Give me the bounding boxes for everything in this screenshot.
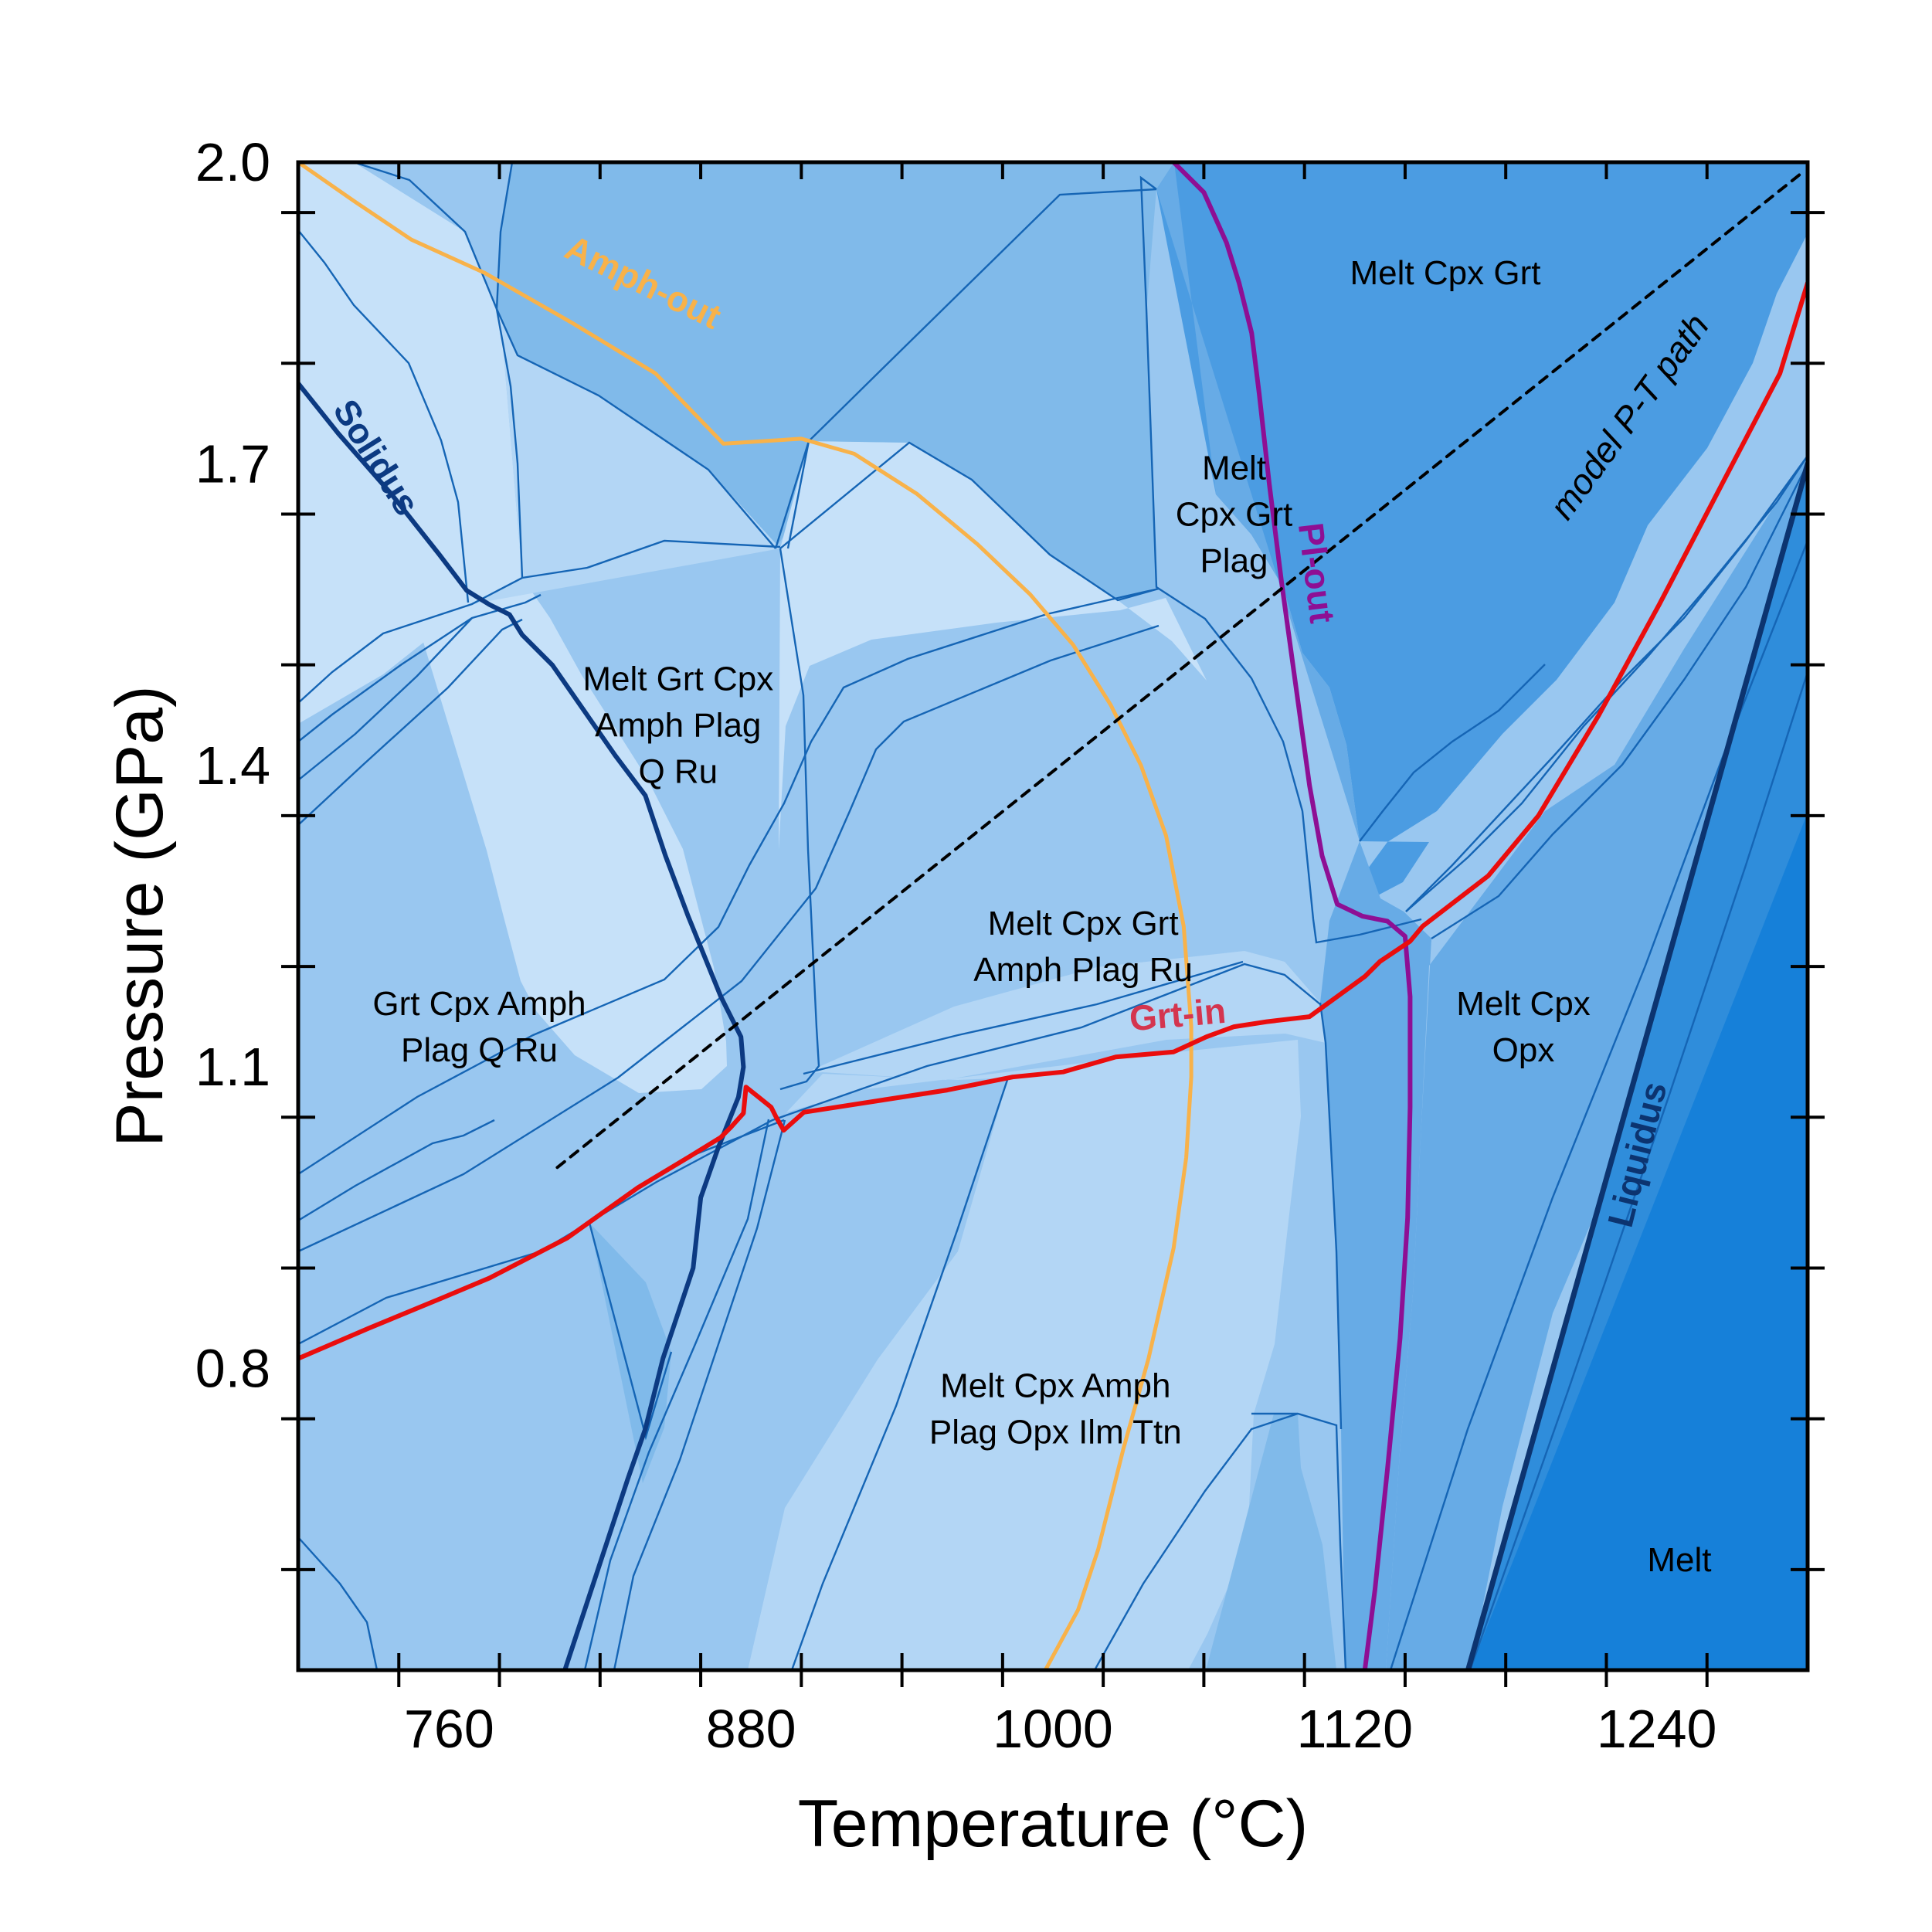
- phase-fields: [298, 162, 1808, 1670]
- field-labels: Melt Cpx Grt Melt Cpx Grt Plag Melt Grt Cpx A…: [372, 254, 1711, 1579]
- field-label-line: Grt Cpx Amph: [372, 985, 586, 1023]
- field-label-line: Plag Q Ru: [401, 1031, 558, 1069]
- field-label-line: Cpx Grt: [1176, 496, 1293, 534]
- x-axis-label: Temperature (°C): [798, 1787, 1308, 1861]
- y-tick-label: 2.0: [195, 132, 270, 192]
- field-label: Melt Cpx Opx: [1456, 985, 1591, 1069]
- field-label-line: Melt Cpx Amph: [940, 1367, 1170, 1405]
- field-label-line: Q Ru: [638, 753, 718, 791]
- field-label-line: Plag: [1200, 542, 1268, 580]
- curve-pl-out: [1171, 162, 1413, 1670]
- field-label-line: Melt Cpx Grt: [988, 905, 1179, 942]
- x-tick-label: 1000: [993, 1699, 1113, 1759]
- phase-boundary-curves: [298, 162, 1808, 1670]
- field-region: [497, 162, 1174, 548]
- field-label: Melt Cpx Grt Amph Plag Ru: [973, 905, 1193, 989]
- field-label-line: Melt: [1202, 450, 1266, 487]
- curve-liquidus: [1465, 460, 1808, 1670]
- field-region: [779, 441, 1207, 850]
- field-region: [1470, 813, 1808, 1670]
- field-label: Melt Cpx Grt Plag: [1176, 450, 1293, 580]
- axis-ticks: [281, 162, 1825, 1687]
- field-region: [748, 1040, 1301, 1670]
- curve-solidus: [298, 381, 746, 1670]
- field-label-line: Melt Grt Cpx: [582, 660, 773, 698]
- curve-label-grt-in: Grt-in: [1128, 990, 1227, 1039]
- field-label-line: Melt Cpx Grt: [1350, 254, 1541, 292]
- field-label-line: Amph Plag: [595, 707, 761, 745]
- curve-grt-in: [298, 280, 1808, 1361]
- y-tick-label: 1.7: [195, 433, 270, 494]
- field-label: Melt: [1647, 1541, 1711, 1579]
- field-region: [298, 230, 727, 1093]
- axis-tick-labels: 760 880 1000 1120 1240 0.8 1.1 1.4 1.7 2.0: [195, 132, 1717, 1759]
- y-tick-label: 0.8: [195, 1339, 270, 1399]
- field-region: [1206, 1414, 1336, 1670]
- field-label-line: Melt Cpx: [1456, 985, 1591, 1023]
- curve-path: [555, 171, 1805, 1170]
- field-label: Grt Cpx Amph Plag Q Ru: [372, 985, 586, 1069]
- reaction-boundaries: [298, 162, 1808, 1670]
- x-tick-label: 880: [706, 1699, 796, 1759]
- plot-frame: [296, 160, 1810, 1672]
- field-label-line: Plag Opx Ilm Ttn: [929, 1414, 1182, 1452]
- y-tick-label: 1.4: [195, 735, 270, 796]
- field-label: Melt Cpx Amph Plag Opx Ilm Ttn: [929, 1367, 1182, 1452]
- field-region: [1156, 162, 1808, 921]
- field-label-line: Melt: [1647, 1541, 1711, 1579]
- field-label: Melt Cpx Grt: [1350, 254, 1541, 292]
- field-region: [472, 317, 780, 604]
- y-tick-label: 1.1: [195, 1037, 270, 1097]
- field-region: [1156, 162, 1431, 1670]
- field-label: Melt Grt Cpx Amph Plag Q Ru: [582, 660, 773, 791]
- curve-amph-out: [298, 162, 1193, 1670]
- x-tick-label: 1120: [1297, 1699, 1414, 1759]
- y-axis-label: Pressure (GPa): [103, 685, 177, 1146]
- x-tick-label: 1240: [1597, 1699, 1717, 1759]
- field-region: [809, 189, 1156, 600]
- field-label-line: Opx: [1492, 1031, 1555, 1069]
- field-label-line: Amph Plag Ru: [973, 951, 1193, 989]
- x-tick-label: 760: [404, 1699, 494, 1759]
- field-region: [1329, 456, 1808, 1670]
